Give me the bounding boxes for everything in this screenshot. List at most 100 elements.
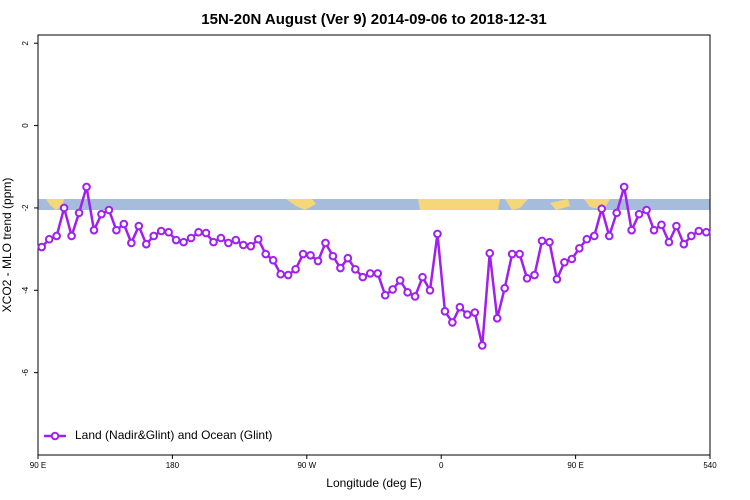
data-point — [425, 285, 435, 295]
legend-label: Land (Nadir&Glint) and Ocean (Glint) — [75, 428, 272, 442]
data-point — [530, 270, 539, 280]
data-point — [664, 237, 674, 247]
data-point — [537, 236, 547, 246]
data-point — [67, 231, 76, 241]
land — [286, 199, 316, 210]
x-tick-label: 90 E — [30, 461, 46, 470]
data-point — [418, 272, 427, 282]
data-point — [37, 242, 47, 252]
data-point — [477, 341, 487, 350]
data-point — [597, 204, 607, 214]
data-point — [59, 203, 69, 213]
data-point — [545, 237, 554, 247]
data-point — [276, 269, 285, 279]
chart-title: 15N-20N August (Ver 9) 2014-09-06 to 201… — [201, 11, 546, 28]
data-point — [216, 233, 226, 243]
data-point — [672, 221, 681, 231]
data-point — [261, 249, 271, 259]
data-point — [649, 225, 659, 235]
data-point — [470, 308, 480, 317]
data-point — [433, 229, 442, 239]
data-point — [701, 227, 711, 237]
data-point — [410, 292, 420, 301]
data-point — [507, 249, 517, 259]
data-point — [657, 220, 666, 230]
data-point — [395, 276, 405, 285]
data-point — [112, 225, 121, 235]
data-point — [52, 231, 61, 241]
data-point — [634, 209, 644, 219]
y-tick-label: 0 — [21, 123, 30, 128]
data-point — [209, 237, 218, 247]
data-point — [239, 240, 248, 250]
data-point — [89, 225, 99, 235]
data-point — [485, 248, 495, 258]
data-point — [589, 231, 599, 241]
data-point — [500, 283, 509, 293]
data-point — [582, 234, 592, 244]
data-point — [104, 205, 114, 215]
land — [46, 199, 64, 210]
data-point — [552, 274, 562, 284]
y-tick-label: -4 — [21, 286, 30, 294]
data-point — [321, 238, 330, 248]
data-point — [224, 238, 233, 248]
data-point — [306, 250, 315, 260]
data-point — [522, 274, 532, 283]
data-point — [119, 219, 129, 229]
y-axis-label: XCO2 - MLO trend (ppm) — [0, 178, 14, 313]
data-point — [388, 285, 397, 294]
data-point — [567, 254, 577, 264]
data-point — [642, 205, 651, 215]
data-point — [448, 318, 457, 327]
y-tick-label: -6 — [21, 369, 30, 377]
data-point — [455, 302, 465, 312]
data-point — [694, 226, 704, 236]
ocean-strip — [38, 199, 710, 210]
legend-marker — [50, 431, 60, 441]
data-point — [373, 269, 383, 278]
data-point — [283, 270, 293, 280]
data-point — [74, 208, 84, 218]
data-point — [492, 313, 502, 323]
data-point — [365, 269, 375, 278]
data-point — [194, 227, 203, 237]
data-point — [291, 264, 300, 274]
data-line — [40, 186, 707, 346]
data-point — [343, 253, 353, 263]
data-point — [171, 235, 181, 245]
data-point — [149, 231, 159, 241]
x-tick-label: 90 E — [567, 461, 583, 470]
data-point — [358, 272, 368, 282]
land-map — [38, 199, 710, 210]
data-point — [575, 243, 584, 253]
data-point — [253, 234, 263, 244]
land — [550, 199, 570, 210]
data-point — [560, 257, 569, 267]
data-point — [328, 251, 338, 261]
data-point — [313, 256, 323, 266]
data-point — [179, 237, 188, 247]
x-tick-label: 540 — [703, 461, 717, 470]
data-point — [336, 263, 345, 273]
data-point — [380, 290, 390, 300]
data-point — [268, 255, 278, 265]
data-point — [403, 288, 412, 297]
data-point — [627, 225, 636, 235]
plot-frame — [37, 34, 711, 456]
data-point — [612, 208, 621, 218]
x-tick-label: 180 — [166, 461, 180, 470]
data-point — [186, 233, 196, 243]
data-point — [298, 249, 308, 259]
x-tick-label: 0 — [439, 461, 444, 470]
data-point — [619, 182, 629, 192]
data-point — [201, 228, 211, 238]
data-point — [246, 241, 256, 251]
data-point — [97, 209, 106, 219]
data-point — [440, 306, 450, 316]
data-point — [604, 231, 614, 241]
data-point — [515, 249, 524, 259]
y-tick-label: -2 — [21, 204, 30, 212]
